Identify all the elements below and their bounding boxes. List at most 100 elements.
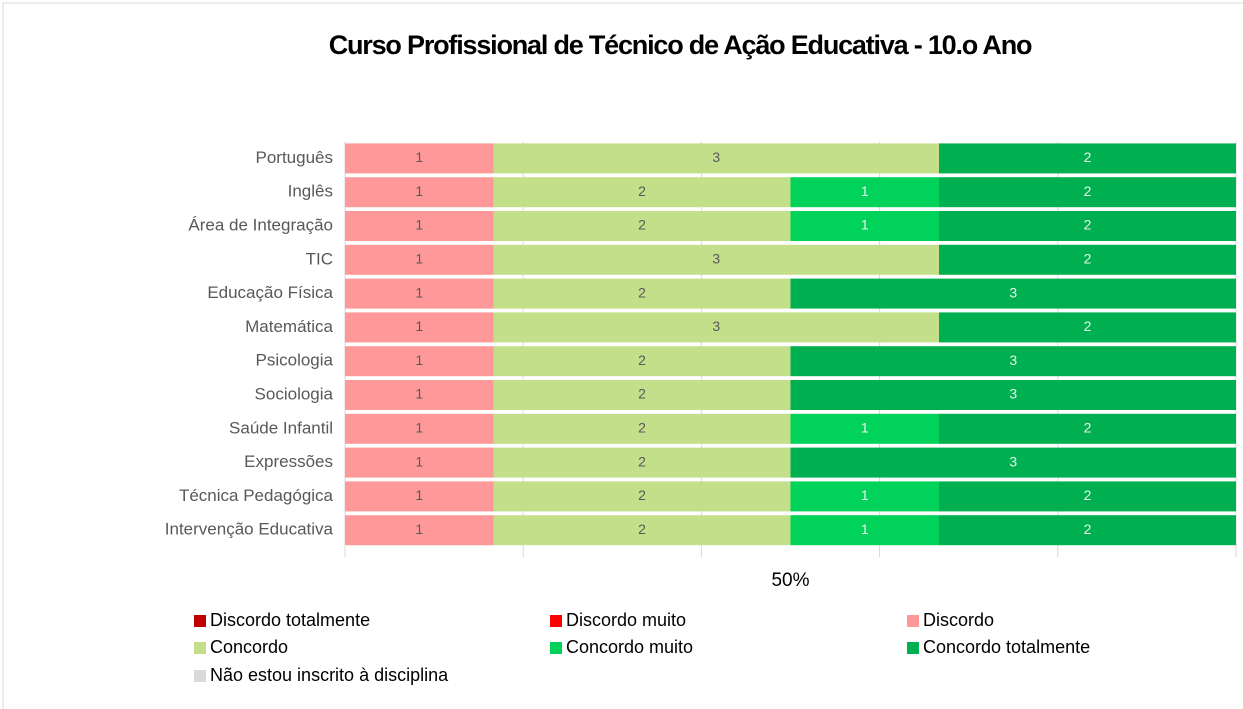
bar-segment (939, 211, 1236, 241)
y-tick-label: Sociologia (255, 384, 334, 403)
data-label: 3 (712, 318, 720, 334)
legend-swatch (907, 615, 919, 627)
bar-segment (493, 312, 939, 343)
y-tick-label: Português (256, 148, 334, 167)
data-label: 1 (415, 183, 423, 199)
bar-segment (493, 177, 791, 208)
legend-swatch (194, 670, 206, 682)
data-label: 3 (1009, 284, 1017, 300)
bar-segment (493, 211, 791, 241)
data-label: 3 (712, 149, 720, 165)
bar-segment (493, 447, 791, 478)
data-label: 1 (861, 487, 869, 503)
data-label: 3 (712, 251, 720, 267)
bar-segment (939, 515, 1236, 546)
data-label: 1 (415, 386, 423, 402)
legend-label: Discordo muito (566, 610, 686, 630)
data-label: 2 (1084, 149, 1092, 165)
bar-segment (790, 413, 939, 444)
y-tick-label: Saúde Infantil (229, 418, 333, 437)
legend-label: Não estou inscrito à disciplina (210, 665, 449, 685)
bar-segment (345, 413, 494, 444)
data-label: 2 (1084, 420, 1092, 436)
bar-segment (939, 244, 1236, 275)
bar-segment (493, 346, 791, 377)
bar-segment (790, 515, 939, 546)
legend-label: Discordo (923, 610, 994, 630)
data-label: 2 (638, 521, 646, 537)
data-label: 2 (1084, 521, 1092, 537)
bar-segment (939, 413, 1236, 444)
bar-segment (493, 380, 791, 410)
data-label: 3 (1009, 386, 1017, 402)
data-label: 2 (638, 352, 646, 368)
bar-segment (939, 177, 1236, 208)
bar-segment (345, 346, 494, 377)
data-label: 2 (638, 217, 646, 233)
bar-segment (790, 346, 1236, 377)
y-tick-label: Expressões (244, 452, 333, 471)
data-label: 1 (415, 487, 423, 503)
legend-swatch (550, 642, 562, 654)
bar-segment (345, 380, 494, 410)
legend-label: Discordo totalmente (210, 610, 370, 630)
bar-segment (345, 177, 494, 208)
bar-segment (345, 211, 494, 241)
data-label: 1 (861, 183, 869, 199)
data-label: 2 (1084, 217, 1092, 233)
y-tick-label: Matemática (245, 317, 333, 336)
data-label: 1 (415, 318, 423, 334)
data-label: 1 (415, 521, 423, 537)
data-label: 2 (638, 420, 646, 436)
legend-swatch (550, 615, 562, 627)
data-label: 1 (415, 284, 423, 300)
chart-title: Curso Profissional de Técnico de Ação Ed… (329, 30, 1032, 60)
bar-segment (345, 447, 494, 478)
data-label: 2 (1084, 487, 1092, 503)
y-tick-label: Intervenção Educativa (165, 520, 334, 539)
legend-label: Concordo (210, 637, 288, 657)
data-label: 3 (1009, 352, 1017, 368)
data-label: 2 (638, 453, 646, 469)
data-label: 3 (1009, 453, 1017, 469)
bar-segment (345, 515, 494, 546)
legend-label: Concordo muito (566, 637, 693, 657)
data-label: 2 (1084, 318, 1092, 334)
bar-segment (345, 244, 494, 275)
bar-segment (939, 312, 1236, 343)
y-tick-label: Educação Física (207, 283, 333, 302)
x-tick-label: 50% (771, 570, 809, 591)
data-label: 1 (861, 217, 869, 233)
bar-segment (493, 143, 939, 174)
bar-segment (790, 447, 1236, 478)
data-label: 2 (1084, 183, 1092, 199)
bar-segment (493, 413, 791, 444)
data-label: 1 (415, 251, 423, 267)
bar-segment (493, 481, 791, 512)
y-tick-label: Área de Integração (188, 215, 333, 234)
data-label: 1 (415, 453, 423, 469)
y-tick-label: Técnica Pedagógica (179, 486, 334, 505)
data-label: 2 (638, 284, 646, 300)
y-tick-label: TIC (306, 249, 333, 268)
bar-segment (345, 278, 494, 309)
bar-segment (345, 481, 494, 512)
legend-swatch (907, 642, 919, 654)
bar-segment (493, 515, 791, 546)
y-tick-label: Psicologia (256, 351, 334, 370)
data-label: 2 (638, 386, 646, 402)
bar-segment (939, 481, 1236, 512)
data-label: 1 (415, 352, 423, 368)
bar-segment (790, 177, 939, 208)
data-label: 1 (861, 521, 869, 537)
bar-segment (345, 143, 494, 174)
y-tick-label: Inglês (288, 182, 333, 201)
data-label: 1 (415, 217, 423, 233)
data-label: 2 (1084, 251, 1092, 267)
data-label: 1 (861, 420, 869, 436)
data-label: 1 (415, 420, 423, 436)
legend-label: Concordo totalmente (923, 637, 1090, 657)
data-label: 2 (638, 183, 646, 199)
